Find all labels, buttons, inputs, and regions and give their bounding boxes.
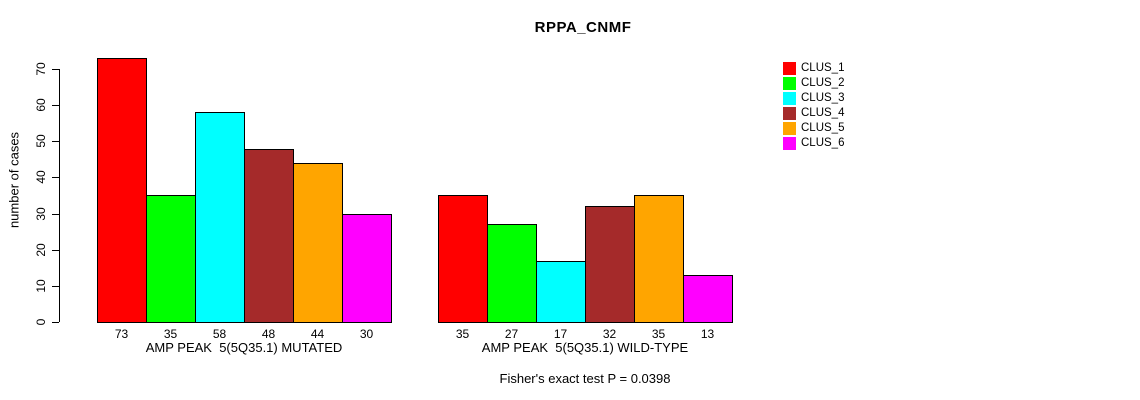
bar-clus_5-group2: [634, 195, 684, 323]
bar-value-label: 13: [700, 327, 715, 341]
legend-row-clus_2: CLUS_2: [783, 77, 844, 90]
bar-value-label: 27: [504, 327, 519, 341]
bar-value-label: 17: [553, 327, 568, 341]
group-label-2: AMP PEAK 5(5Q35.1) WILD-TYPE: [481, 340, 689, 355]
legend-swatch-icon: [783, 62, 796, 75]
footnote: Fisher's exact test P = 0.0398: [499, 371, 671, 386]
legend-swatch-icon: [783, 122, 796, 135]
bar-value-label: 35: [651, 327, 666, 341]
bar-value-label: 30: [359, 327, 374, 341]
legend-swatch-icon: [783, 107, 796, 120]
legend-label: CLUS_3: [801, 92, 845, 104]
legend-row-clus_1: CLUS_1: [783, 62, 844, 75]
bar-value-label: 32: [602, 327, 617, 341]
bar-value-label: 44: [310, 327, 325, 341]
y-tick-mark: [52, 285, 59, 287]
y-tick-label: 40: [34, 170, 48, 185]
bar-clus_6-group1: [342, 214, 392, 323]
bar-clus_3-group2: [536, 261, 586, 323]
y-axis-line: [59, 69, 60, 322]
y-tick-mark: [52, 322, 59, 323]
legend-row-clus_4: CLUS_4: [783, 107, 844, 120]
y-tick-label: 50: [34, 134, 48, 148]
bar-clus_2-group1: [146, 195, 196, 323]
y-tick-mark: [52, 105, 59, 107]
legend-label: CLUS_2: [801, 77, 845, 89]
y-tick-mark: [52, 249, 59, 251]
y-tick-mark: [52, 213, 59, 215]
y-tick-mark: [52, 177, 59, 179]
legend-row-clus_5: CLUS_5: [783, 122, 844, 135]
bar-value-label: 35: [455, 327, 470, 341]
bar-clus_5-group1: [293, 163, 343, 323]
bar-value-label: 35: [163, 327, 178, 341]
bar-value-label: 73: [114, 327, 129, 341]
bar-clus_6-group2: [683, 275, 733, 323]
legend-row-clus_6: CLUS_6: [783, 137, 844, 150]
legend-swatch-icon: [783, 92, 796, 105]
y-tick-label: 60: [34, 98, 48, 112]
y-tick-label: 20: [34, 243, 48, 257]
y-axis-label: number of cases: [6, 131, 22, 229]
legend-label: CLUS_5: [801, 122, 845, 134]
y-tick-label: 0: [34, 318, 48, 326]
legend-swatch-icon: [783, 77, 796, 90]
bar-clus_1-group2: [438, 195, 488, 323]
legend-swatch-icon: [783, 137, 796, 150]
legend-label: CLUS_1: [801, 62, 845, 74]
legend: CLUS_1 CLUS_2 CLUS_3 CLUS_4 CLUS_5 CLUS_6: [783, 62, 844, 152]
legend-row-clus_3: CLUS_3: [783, 92, 844, 105]
legend-label: CLUS_4: [801, 107, 845, 119]
bar-clus_2-group2: [487, 224, 537, 323]
y-tick-label: 30: [34, 206, 48, 221]
bar-clus_4-group1: [244, 149, 294, 323]
bar-value-label: 48: [261, 327, 276, 341]
y-tick-mark: [52, 69, 59, 70]
y-tick-label: 70: [34, 62, 48, 76]
bar-clus_3-group1: [195, 112, 245, 323]
legend-label: CLUS_6: [801, 137, 845, 149]
y-tick-label: 10: [34, 279, 48, 293]
bar-clus_1-group1: [97, 58, 147, 323]
bar-clus_4-group2: [585, 206, 635, 323]
chart-title: RPPA_CNMF: [534, 19, 632, 36]
group-label-1: AMP PEAK 5(5Q35.1) MUTATED: [145, 340, 343, 355]
bar-value-label: 58: [212, 327, 227, 341]
y-tick-mark: [52, 141, 59, 143]
